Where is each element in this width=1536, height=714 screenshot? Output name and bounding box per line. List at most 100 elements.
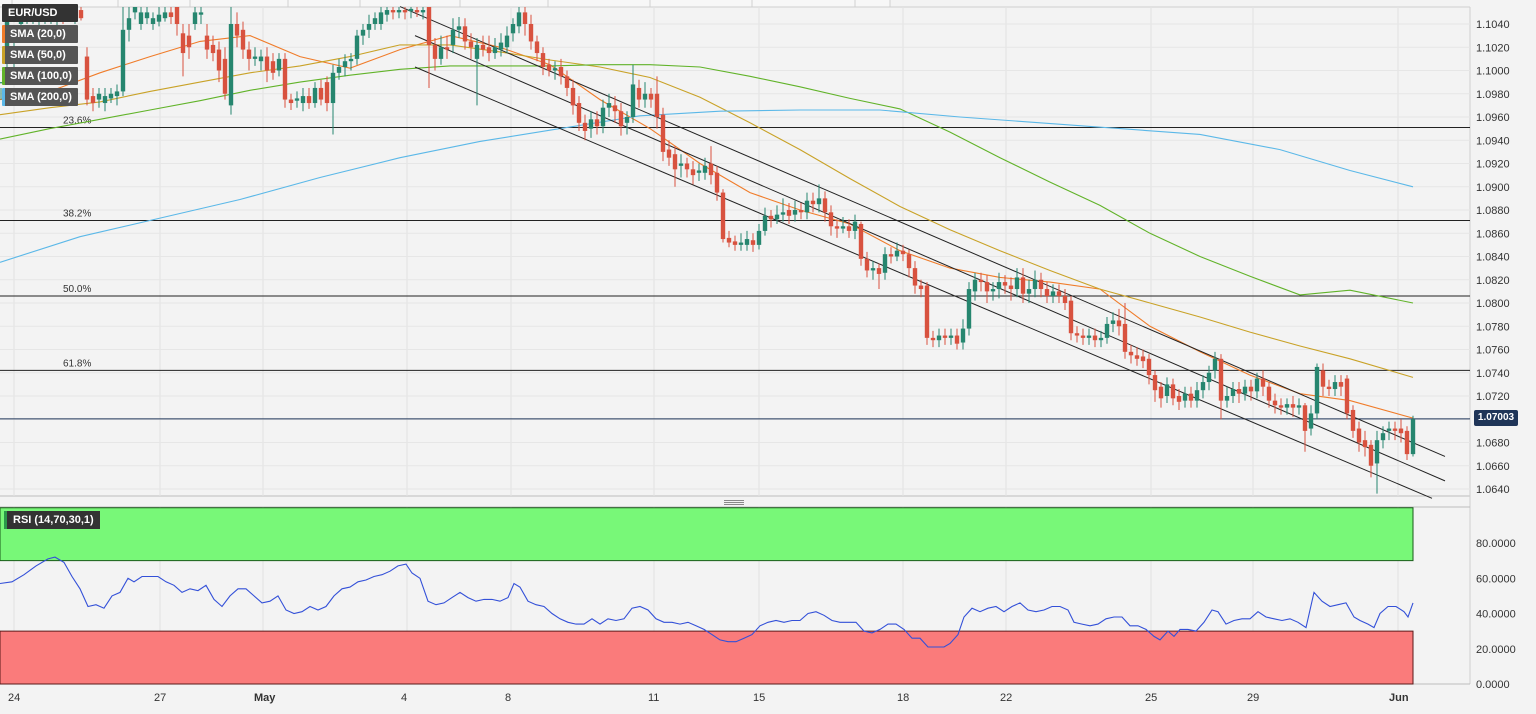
candle-body <box>402 10 408 13</box>
candle-body <box>720 192 726 240</box>
candle-body <box>1182 393 1188 401</box>
candle-body <box>336 67 342 73</box>
main-plot-area[interactable] <box>0 7 1470 496</box>
candle-body <box>966 289 972 329</box>
time-tick-label: 27 <box>154 692 166 704</box>
rsi-series <box>0 556 1414 648</box>
price-tick-label: 1.0960 <box>1476 112 1510 124</box>
candle-body <box>540 53 546 68</box>
candle-body <box>1278 405 1284 408</box>
candle-body <box>1308 413 1314 429</box>
candle-body <box>1026 289 1032 294</box>
rsi-line <box>0 556 1414 648</box>
rsi-tick-label: 80.0000 <box>1476 538 1516 550</box>
candle-body <box>252 56 258 59</box>
candle-body <box>306 96 312 104</box>
candle-body <box>1248 386 1254 392</box>
candle-body <box>678 163 684 166</box>
candle-body <box>1050 291 1056 297</box>
price-tick-label: 1.0920 <box>1476 159 1510 171</box>
candle-body <box>1338 382 1344 387</box>
candle-body <box>576 103 582 123</box>
candle-body <box>1266 386 1272 401</box>
candle-body <box>144 12 150 19</box>
candle-body <box>1236 389 1242 394</box>
candle-body <box>186 35 192 48</box>
candle-body <box>168 12 174 18</box>
price-tick-label: 1.0680 <box>1476 438 1510 450</box>
sma-line-2 <box>0 44 1414 378</box>
candle-body <box>600 107 606 127</box>
candle-body <box>1194 390 1200 401</box>
candle-body <box>354 35 360 59</box>
candle-body <box>1272 400 1278 406</box>
candle-body <box>1332 382 1338 390</box>
candle-body <box>180 33 186 54</box>
candle-body <box>1230 389 1236 396</box>
candle-body <box>786 210 792 216</box>
candle-body <box>618 111 624 127</box>
price-tick-label: 1.0780 <box>1476 321 1510 333</box>
candle-body <box>192 12 198 24</box>
candle-body <box>1062 296 1068 303</box>
candle-body <box>216 49 222 71</box>
candle-body <box>1392 428 1398 431</box>
pane-resize-handle[interactable] <box>724 499 744 506</box>
price-tick-label: 1.0940 <box>1476 135 1510 147</box>
legend-pair-label[interactable]: EUR/USD <box>2 4 78 22</box>
candle-body <box>1032 279 1038 290</box>
last-price-badge: 1.07003 <box>1474 410 1518 426</box>
sma-line-4 <box>0 109 1414 263</box>
candle-body <box>198 12 204 15</box>
candle-body <box>498 42 504 50</box>
candle-body <box>108 93 114 99</box>
candle-body <box>630 84 636 117</box>
candle-body <box>312 87 318 104</box>
time-tick-label: 25 <box>1145 692 1157 704</box>
fib-level-label: 50.0% <box>63 284 91 295</box>
candle-body <box>1212 358 1218 371</box>
candle-body <box>1296 405 1302 408</box>
candle-body <box>150 18 156 24</box>
candle-body <box>456 26 462 30</box>
candle-body <box>1056 291 1062 297</box>
candle-body <box>882 254 888 273</box>
candle-body <box>1350 409 1356 431</box>
candle-body <box>636 87 642 100</box>
rsi-legend-label[interactable]: RSI (14,70,30,1) <box>4 511 100 529</box>
candle-body <box>432 44 438 59</box>
candle-body <box>936 335 942 341</box>
candle-body <box>1134 355 1140 359</box>
candle-body <box>1302 405 1308 431</box>
candle-body <box>378 12 384 24</box>
candle-body <box>486 47 492 54</box>
candle-body <box>1008 285 1014 290</box>
candle-body <box>420 10 426 13</box>
candle-body <box>1320 370 1326 387</box>
candle-body <box>972 279 978 292</box>
horizontal-levels: 23.6% 38.2% 50.0% 61.8% <box>0 115 1470 420</box>
candle-body <box>906 254 912 269</box>
candle-body <box>342 61 348 68</box>
time-tick-label: 8 <box>505 692 511 704</box>
candle-body <box>1356 428 1362 443</box>
price-tick-label: 1.1020 <box>1476 42 1510 54</box>
candle-body <box>1158 386 1164 399</box>
legend-sma-100[interactable]: SMA (100,0) <box>2 67 78 85</box>
channel-line <box>414 35 1446 482</box>
candle-body <box>582 122 588 131</box>
price-tick-label: 1.0840 <box>1476 252 1510 264</box>
candle-body <box>558 67 564 77</box>
candle-body <box>990 289 996 292</box>
candle-body <box>1092 335 1098 341</box>
candle-body <box>912 268 918 286</box>
price-tick-label: 1.0720 <box>1476 391 1510 403</box>
legend-sma-20[interactable]: SMA (20,0) <box>2 25 78 43</box>
legend-sma-50[interactable]: SMA (50,0) <box>2 46 78 64</box>
candle-body <box>132 7 138 13</box>
candle-body <box>804 200 810 213</box>
candle-body <box>1116 320 1122 327</box>
candle-body <box>438 47 444 59</box>
legend-sma-200[interactable]: SMA (200,0) <box>2 88 78 106</box>
